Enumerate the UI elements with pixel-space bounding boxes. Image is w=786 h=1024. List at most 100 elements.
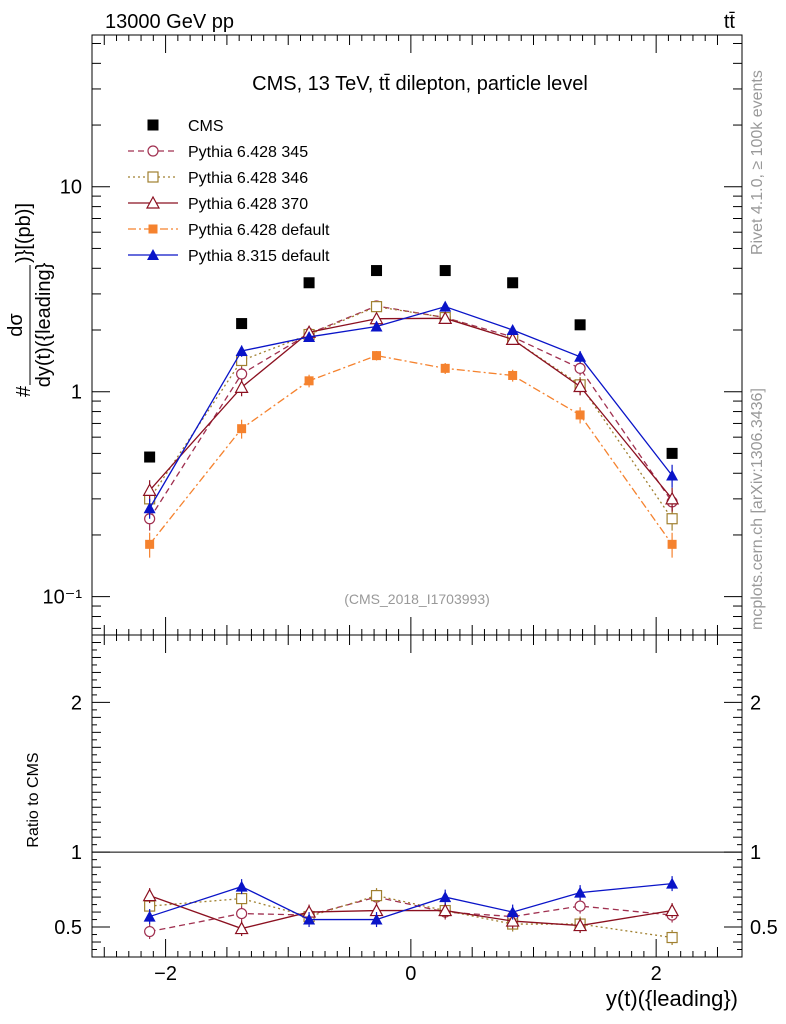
ratio-line [149,894,673,930]
process-label: tt̄ [724,11,736,33]
legend-marker [148,224,158,234]
data-point [665,491,680,505]
data-point [575,410,585,420]
data-point [574,350,587,362]
x-tick-label: −2 [154,963,177,985]
ratio-point [438,903,453,917]
series-line [149,305,673,520]
legend-label: Pythia 6.428 default [188,222,330,239]
ratio-layer [142,876,680,946]
legend-marker [147,119,159,131]
ratio-point [142,888,157,902]
ratio-point [506,906,519,918]
cms-data-point [439,265,451,277]
data-point [143,502,156,514]
data-point [438,311,453,324]
series-cms [144,265,678,463]
ratio-series-pythia-8-315-default [143,876,679,928]
y-tick-label: 10⁻¹ [43,587,83,609]
data-point [235,344,248,356]
ratio-point [236,892,248,905]
data-point [505,332,520,345]
data-point [370,301,383,313]
ratio-line [149,894,673,939]
x-tick-label: 2 [651,963,662,985]
data-point [145,539,155,549]
series-pythia-6-428-370 [142,311,680,512]
data-point [440,363,450,373]
data-point [370,320,383,332]
ratio-tick-label: 2 [71,692,82,714]
data-point [304,376,314,386]
series-pythia-6-428-346 [144,301,678,531]
legend-label: Pythia 8.315 default [188,248,330,265]
axis-ticks [92,35,742,957]
data-point [236,368,248,380]
ratio-point [573,918,588,932]
data-point [574,362,586,374]
ratio-point [574,900,586,912]
ratio-tick-label-right: 0.5 [750,917,778,939]
ratio-point [235,880,248,892]
cms-data-point [574,319,586,331]
y-tick-label: 1 [71,382,82,404]
legend-entry: Pythia 6.428 370 [128,195,308,213]
x-axis-label: y(t)({leading}) [606,986,738,1011]
ratio-point [303,913,316,925]
ratio-point [370,913,383,925]
legend-entry: Pythia 6.428 346 [128,170,308,187]
ratio-tick-label: 1 [71,842,82,864]
series-line [149,305,673,509]
ratio-point [236,907,248,920]
series-line [149,354,673,545]
energy-label: 13000 GeV pp [105,11,234,33]
data-point [234,380,249,393]
ratio-series-pythia-6-428-345 [144,889,678,940]
ratio-line [149,882,673,921]
ratio-series-pythia-6-428-370 [142,888,680,937]
legend-label: CMS [188,118,224,135]
x-tick-label: 0 [405,963,416,985]
legend: CMS Pythia 6.428 345 Pythia 6.428 346 Pythi… [128,118,330,265]
ratio-tick-label: 0.5 [54,917,82,939]
y-label-denominator: dy(t)({leading} [33,262,55,387]
y-label-numerator: dσ [5,313,27,337]
mcplots-label: mcplots.cern.ch [arXiv:1306.3436] [749,388,766,630]
data-point [142,483,157,496]
ratio-point [665,903,680,917]
legend-marker [147,171,159,183]
y-label-suffix: )}[(pb)] [13,203,35,263]
ratio-point [370,889,383,902]
legend-entry: Pythia 8.315 default [128,248,330,265]
legend-entry: Pythia 6.428 default [128,222,330,239]
rivet-version-label: Rivet 4.1.0, ≥ 100k events [749,70,766,255]
cms-data-point [303,277,315,289]
data-point [372,351,382,361]
legend-marker [145,195,161,209]
legend-label: Pythia 6.428 370 [188,196,308,213]
chart-title: CMS, 13 TeV, tt̄ dilepton, particle leve… [252,73,588,95]
ratio-point [439,891,452,903]
cms-data-point [236,318,248,330]
data-point [237,424,247,434]
ratio-tick-label-right: 1 [750,842,761,864]
ratio-point [505,913,520,927]
legend-marker [147,145,159,157]
ratio-point [143,910,156,922]
data-point [303,330,316,342]
cms-data-point [666,447,678,459]
data-point [667,539,677,549]
legend-entry: CMS [147,118,224,135]
cms-data-point [507,277,519,289]
axis-tick-labels: −2 0 2 10⁻¹ 1 10 0.5 0.5 1 1 2 2 [43,177,778,985]
ratio-point [234,921,249,935]
ratio-point [666,877,679,889]
ratio-axis-label: Ratio to CMS [25,752,42,847]
legend-label: Pythia 6.428 346 [188,170,308,187]
ratio-point [666,931,678,944]
legend-entry: Pythia 6.428 345 [128,144,308,161]
series-pythia-6-428-default [145,350,677,558]
legend-marker [147,249,159,260]
y-tick-label: 10 [60,177,82,199]
